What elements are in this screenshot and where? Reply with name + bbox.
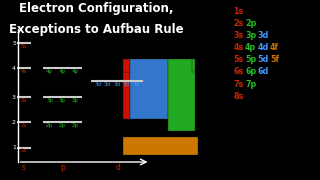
Text: 4s: 4s	[21, 69, 27, 74]
Text: 3d: 3d	[104, 82, 111, 87]
Text: s: s	[22, 163, 26, 172]
Bar	[130, 59, 168, 119]
Text: 4s: 4s	[234, 43, 244, 52]
Text: 1s: 1s	[21, 148, 27, 154]
Text: 4p: 4p	[245, 43, 256, 52]
Bar	[123, 72, 130, 119]
Text: 6s: 6s	[234, 68, 244, 76]
Text: 5p: 5p	[245, 55, 256, 64]
Text: 3p: 3p	[46, 98, 53, 103]
Text: 3d: 3d	[123, 82, 130, 87]
Text: Electron Configuration,: Electron Configuration,	[19, 2, 173, 15]
Text: 5s: 5s	[21, 44, 27, 49]
Text: 3d: 3d	[258, 31, 269, 40]
Text: 2p: 2p	[46, 123, 53, 128]
Text: 4p: 4p	[46, 69, 53, 74]
Text: 4: 4	[12, 66, 16, 71]
Text: p: p	[60, 163, 65, 172]
Text: 5: 5	[12, 41, 16, 46]
Text: 2s: 2s	[21, 123, 27, 128]
Text: 5f: 5f	[270, 55, 279, 64]
Text: 8s: 8s	[234, 92, 244, 101]
Text: 3p: 3p	[59, 98, 66, 103]
Text: 3p: 3p	[72, 98, 79, 103]
Text: 3: 3	[12, 95, 16, 100]
Bar	[123, 59, 130, 72]
Text: 3s: 3s	[234, 31, 244, 40]
Text: 3d: 3d	[94, 82, 101, 87]
Text: 2p: 2p	[59, 123, 66, 128]
Text: 3d: 3d	[113, 82, 120, 87]
Text: 4d: 4d	[258, 43, 269, 52]
Text: 6p: 6p	[245, 68, 256, 76]
Text: 2p: 2p	[245, 19, 257, 28]
Text: 4f: 4f	[270, 43, 279, 52]
Text: 7s: 7s	[234, 80, 244, 89]
Text: 6d: 6d	[258, 68, 269, 76]
Bar	[192, 59, 195, 72]
Text: 3d: 3d	[132, 82, 140, 87]
Text: 5d: 5d	[258, 55, 269, 64]
Text: 2: 2	[12, 120, 16, 125]
Text: 4p: 4p	[59, 69, 66, 74]
Text: 4p: 4p	[72, 69, 79, 74]
Text: 2p: 2p	[72, 123, 79, 128]
Text: 2s: 2s	[234, 19, 244, 28]
Text: Exceptions to Aufbau Rule: Exceptions to Aufbau Rule	[9, 23, 183, 36]
Bar	[123, 137, 198, 155]
Text: 3s: 3s	[21, 98, 27, 103]
Text: 7p: 7p	[245, 80, 256, 89]
Text: 1: 1	[12, 145, 16, 150]
Text: 1s: 1s	[234, 7, 244, 16]
Text: 3p: 3p	[245, 31, 256, 40]
Bar	[168, 59, 195, 131]
Text: 5s: 5s	[234, 55, 244, 64]
Text: d: d	[116, 163, 121, 172]
